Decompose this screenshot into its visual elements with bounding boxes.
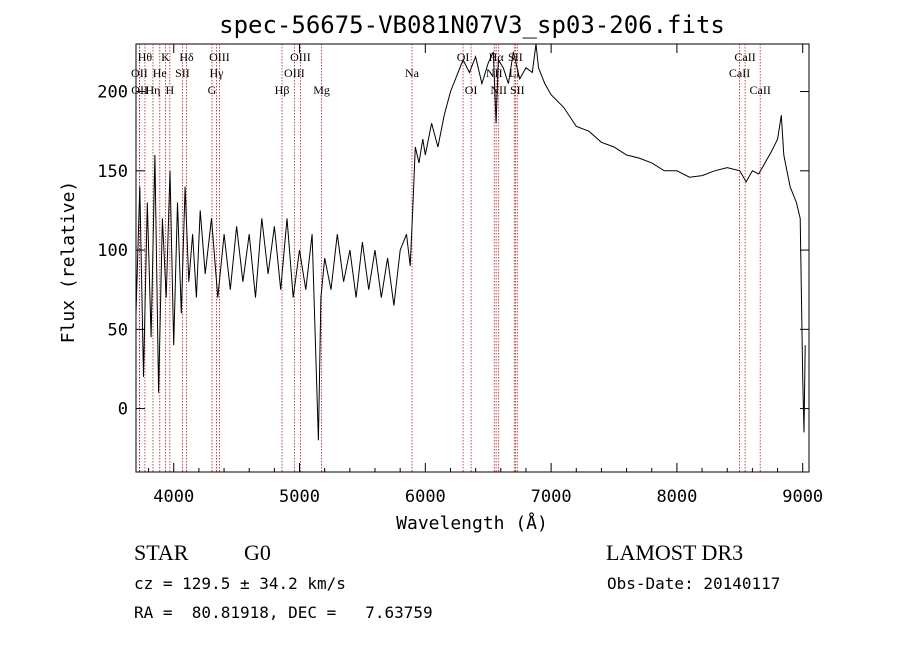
spectral-line-label: OIII xyxy=(209,50,230,64)
spectral-line-label: K xyxy=(161,50,170,64)
spectral-line-label: OI xyxy=(457,50,470,64)
spectral-line-label: Hγ xyxy=(210,66,225,80)
x-tick-label: 5000 xyxy=(279,487,320,507)
y-tick-label: 0 xyxy=(118,400,128,420)
x-tick-label: 6000 xyxy=(405,487,446,507)
spectral-line-label: He xyxy=(153,66,167,80)
spectral-line-label: Li xyxy=(509,66,520,80)
chart-title: spec-56675-VB081N07V3_sp03-206.fits xyxy=(219,11,725,39)
x-axis-ticks: 4000 5000 6000 7000 8000 9000 xyxy=(148,44,823,507)
object-class: STAR xyxy=(134,540,189,565)
spectral-line-label: G xyxy=(208,83,217,97)
spectral-line-label: CaII xyxy=(750,83,771,97)
spectral-line-label: Hδ xyxy=(179,50,194,64)
spectral-line-label: NII xyxy=(490,83,507,97)
survey-name: LAMOST DR3 xyxy=(606,540,744,565)
spectral-line-label: Hη xyxy=(146,83,161,97)
y-tick-label: 50 xyxy=(108,320,128,340)
spectrum-line xyxy=(135,43,806,441)
obs-date-text: Obs-Date: 20140117 xyxy=(607,574,781,593)
spectral-line-label: OIII xyxy=(290,50,311,64)
object-subclass: G0 xyxy=(244,540,271,565)
x-tick-label: 8000 xyxy=(656,487,697,507)
spectral-line-label: OIII xyxy=(284,66,305,80)
spectral-line-label: Hβ xyxy=(275,83,290,97)
spectral-line-label: OII xyxy=(131,66,148,80)
spectral-line-label: Mg xyxy=(313,83,330,97)
spectral-line-labels: OIIOIIHθHηHeKHSIIHδGHγOIIIHβOIIIOIIIMgNa… xyxy=(131,50,771,97)
spectral-line-label: SII xyxy=(175,66,190,80)
spectral-line-label: CaII xyxy=(729,66,750,80)
y-tick-label: 100 xyxy=(97,241,128,261)
spectral-line-label: Na xyxy=(405,66,420,80)
y-axis-ticks: 0 50 100 150 200 xyxy=(97,83,809,420)
x-tick-label: 9000 xyxy=(782,487,823,507)
spectral-line-label: CaII xyxy=(734,50,755,64)
y-tick-label: 200 xyxy=(97,83,128,103)
spectral-line-label: OI xyxy=(465,83,478,97)
spectral-line-label: OII xyxy=(131,83,148,97)
spectral-line-label: Hθ xyxy=(138,50,153,64)
y-tick-label: 150 xyxy=(97,162,128,182)
x-tick-label: 7000 xyxy=(531,487,572,507)
x-tick-label: 4000 xyxy=(153,487,194,507)
coordinates-text: RA = 80.81918, DEC = 7.63759 xyxy=(134,603,433,622)
plot-frame xyxy=(135,43,810,473)
redshift-text: cz = 129.5 ± 34.2 km/s xyxy=(134,574,346,593)
spectral-line-label: SII xyxy=(510,83,525,97)
x-axis-label: Wavelength (Å) xyxy=(396,512,548,534)
spectral-line-markers xyxy=(138,44,761,472)
spectral-line-label: H xyxy=(166,83,175,97)
y-axis-label: Flux (relative) xyxy=(58,181,79,344)
